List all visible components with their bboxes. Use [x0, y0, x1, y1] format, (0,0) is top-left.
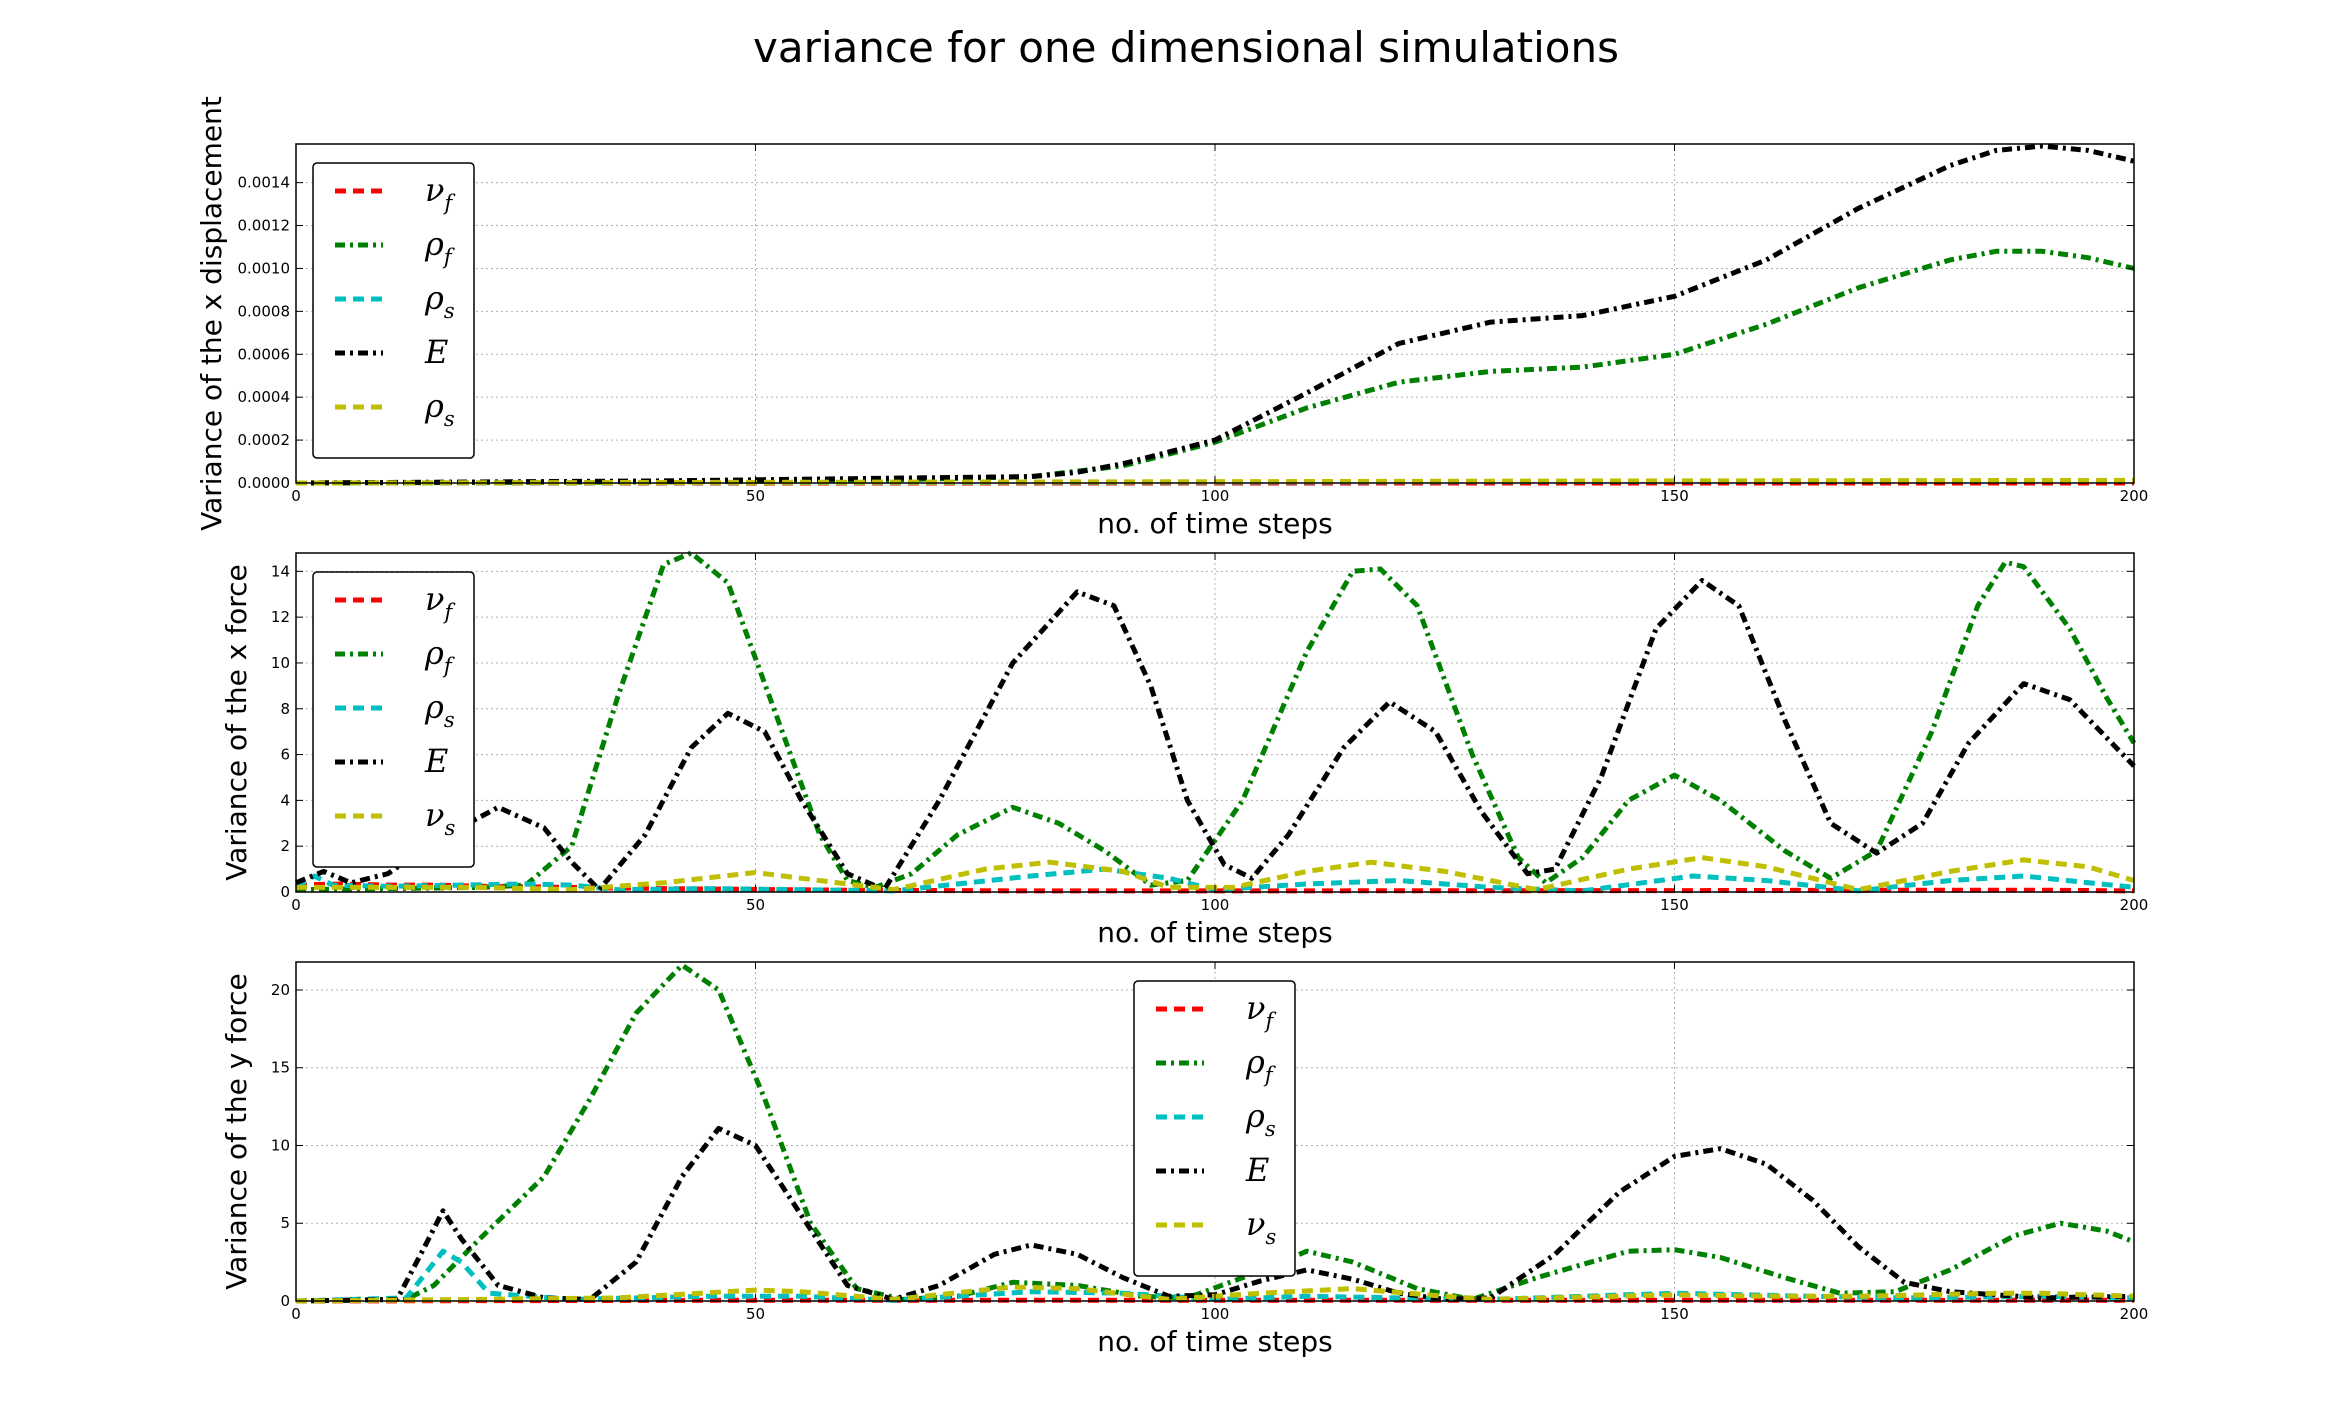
xticks-y-force: 0 50 100 150 200	[291, 962, 2148, 1323]
yticks-x-force: 0 2 4 6 8 10 12 14	[271, 562, 2134, 901]
legend-x-force: νf ρf ρs Eνs	[312, 571, 475, 868]
series-line	[295, 550, 2137, 893]
grid-x-displacement	[296, 144, 2134, 483]
ytick-label: 0.0002	[238, 431, 291, 449]
legend-label: ρs	[1245, 1097, 1276, 1141]
legend-label: E	[1245, 1151, 1269, 1189]
legend-box	[1133, 980, 1296, 1277]
grid-y-force	[296, 962, 2134, 1301]
ytick-label: 0	[280, 883, 290, 901]
legend-label: ρf	[424, 634, 455, 678]
ytick-label: 6	[280, 746, 290, 764]
xtick-label: 50	[746, 487, 765, 505]
legend-x-displacement: νf ρf ρs Eρs	[312, 162, 475, 459]
ytick-label: 4	[280, 791, 290, 809]
xtick-label: 100	[1201, 896, 1230, 914]
ytick-label: 20	[271, 981, 290, 999]
legend-label: νf	[425, 171, 455, 215]
legend-label: ρs	[424, 279, 455, 323]
xlabel-y-force: no. of time steps	[1097, 1325, 1332, 1358]
xtick-label: 50	[746, 1305, 765, 1323]
ytick-label: 0	[280, 1292, 290, 1310]
series-line	[294, 866, 2135, 894]
legend-label: E	[424, 333, 448, 371]
ylabel-x-force: Variance of the x force	[220, 564, 253, 881]
xtick-label: 150	[1660, 896, 1689, 914]
yticks-y-force: 0 5 10 15 20	[271, 981, 2134, 1310]
ylabel-x-displacement: Variance of the x displacement	[195, 96, 228, 531]
figure-title: variance for one dimensional simulations	[753, 23, 1619, 72]
xtick-label: 100	[1201, 487, 1230, 505]
ytick-label: 10	[271, 654, 290, 672]
legend-label: E	[424, 742, 448, 780]
series-line	[295, 1125, 2135, 1304]
series-line	[295, 143, 2135, 486]
xtick-label: 150	[1660, 1305, 1689, 1323]
xtick-label: 100	[1201, 1305, 1230, 1323]
legend-label: ρs	[424, 688, 455, 732]
ytick-label: 8	[280, 700, 290, 718]
xtick-label: 200	[2120, 896, 2149, 914]
legend-label: νf	[1246, 989, 1276, 1033]
xlabel-x-force: no. of time steps	[1097, 916, 1332, 949]
ylabel-y-force: Variance of the y force	[220, 973, 253, 1290]
series-line	[295, 962, 2135, 1304]
series-line	[295, 578, 2136, 893]
xtick-label: 150	[1660, 487, 1689, 505]
legend-label: νs	[425, 796, 455, 840]
xtick-label: 0	[291, 487, 301, 505]
grid-x-force	[296, 553, 2134, 892]
series-line	[296, 855, 2135, 893]
xtick-label: 0	[291, 896, 301, 914]
panel-x-force: 0 50 100 150 200 0 2 4 6 8 10 12 14 no. of time ste…	[220, 550, 2148, 949]
ytick-label: 5	[280, 1214, 290, 1232]
ytick-label: 2	[280, 837, 290, 855]
ytick-label: 0.0004	[238, 388, 291, 406]
ytick-label: 0.0006	[238, 345, 291, 363]
legend-label: νs	[1246, 1205, 1276, 1249]
series-line	[295, 248, 2135, 486]
xlabel-x-displacement: no. of time steps	[1097, 507, 1332, 540]
legend-box	[312, 162, 475, 459]
xtick-label: 200	[2120, 487, 2149, 505]
legend-box	[312, 571, 475, 868]
xtick-label: 0	[291, 1305, 301, 1323]
ytick-label: 10	[271, 1136, 290, 1154]
ytick-label: 14	[271, 562, 290, 580]
legend-y-force: νf ρf ρs Eνs	[1133, 980, 1296, 1277]
ytick-label: 0.0008	[238, 302, 291, 320]
legend-label: ρf	[424, 225, 455, 269]
ytick-label: 12	[271, 608, 290, 626]
ytick-label: 0.0010	[238, 259, 291, 277]
ytick-label: 0.0012	[238, 217, 291, 235]
ytick-label: 0.0014	[238, 174, 291, 192]
ytick-label: 0.0000	[238, 474, 291, 492]
xtick-label: 50	[746, 896, 765, 914]
legend-label: ρf	[1245, 1043, 1276, 1087]
xticks-x-force: 0 50 100 150 200	[291, 553, 2148, 914]
legend-label: νf	[425, 580, 455, 624]
xtick-label: 200	[2120, 1305, 2149, 1323]
ytick-label: 15	[271, 1059, 290, 1077]
legend-label: ρs	[424, 387, 455, 431]
xticks-x-displacement: 0 50 100 150 200	[291, 144, 2148, 505]
yticks-x-displacement: 0.0000 0.0002 0.0004 0.0006 0.0008 0.0010 0.00…	[238, 174, 2134, 492]
panel-x-displacement: 0 50 100 150 200 0.00000.00020.00040.00060.0…	[195, 96, 2148, 540]
series-line	[295, 1284, 2135, 1304]
